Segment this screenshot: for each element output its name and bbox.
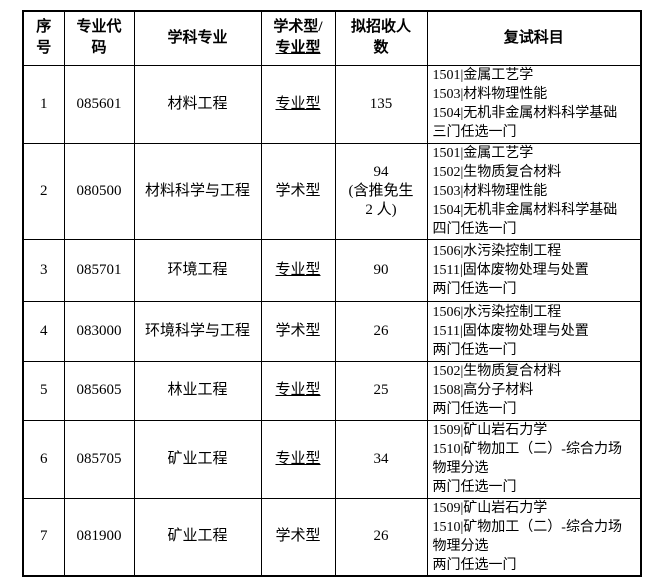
cell-quota: 26 — [334, 497, 428, 576]
cell-type: 学术型 — [260, 300, 336, 362]
cell-subjects: 1509|矿山岩石力学 1510|矿物加工（二）-综合力场 物理分选 两门任选一… — [426, 497, 642, 576]
table-row: 6 085705 矿业工程 专业型 34 1509|矿山岩石力学 1510|矿物… — [22, 419, 642, 499]
cell-major: 环境工程 — [133, 238, 262, 302]
cell-code: 085601 — [63, 64, 135, 144]
cell-code: 085701 — [63, 238, 135, 302]
cell-code: 083000 — [63, 300, 135, 362]
cell-quota: 94 (含推免生 2 人) — [334, 142, 428, 240]
page: 序 号 专业代 码 学科专业 学术型/ 专业型 拟招收人 数 复试科目 1 08… — [0, 10, 662, 578]
table-row: 1 085601 材料工程 专业型 135 1501|金属工艺学 1503|材料… — [22, 64, 642, 144]
table-row: 3 085701 环境工程 专业型 90 1506|水污染控制工程 1511|固… — [22, 238, 642, 302]
cell-major: 矿业工程 — [133, 419, 262, 499]
table-row: 5 085605 林业工程 专业型 25 1502|生物质复合材料 1508|高… — [22, 360, 642, 421]
cell-type: 专业型 — [260, 419, 336, 499]
cell-code: 085705 — [63, 419, 135, 499]
cell-no: 2 — [22, 142, 65, 240]
header-col-code: 专业代 码 — [63, 10, 135, 66]
cell-type: 学术型 — [260, 497, 336, 576]
header-type-line2: 专业型 — [275, 40, 321, 57]
header-col-quota: 拟招收人 数 — [334, 10, 428, 66]
cell-no: 1 — [22, 64, 65, 144]
cell-quota: 34 — [334, 419, 428, 499]
cell-type: 专业型 — [260, 64, 336, 144]
cell-quota: 25 — [334, 360, 428, 421]
cell-subjects: 1506|水污染控制工程 1511|固体废物处理与处置 两门任选一门 — [426, 300, 642, 362]
cell-type: 学术型 — [260, 142, 336, 240]
header-type-line1: 学术型/ — [273, 19, 323, 36]
cell-no: 3 — [22, 238, 65, 302]
cell-major: 材料科学与工程 — [133, 142, 262, 240]
cell-no: 6 — [22, 419, 65, 499]
cell-no: 4 — [22, 300, 65, 362]
cell-type: 专业型 — [260, 238, 336, 302]
cell-type: 专业型 — [260, 360, 336, 421]
cell-quota: 135 — [334, 64, 428, 144]
cell-major: 环境科学与工程 — [133, 300, 262, 362]
header-row: 序 号 专业代 码 学科专业 学术型/ 专业型 拟招收人 数 复试科目 — [22, 10, 642, 66]
cell-code: 085605 — [63, 360, 135, 421]
cell-subjects: 1502|生物质复合材料 1508|高分子材料 两门任选一门 — [426, 360, 642, 421]
cell-subjects: 1501|金属工艺学 1503|材料物理性能 1504|无机非金属材料科学基础 … — [426, 64, 642, 144]
table-row: 7 081900 矿业工程 学术型 26 1509|矿山岩石力学 1510|矿物… — [22, 497, 642, 576]
cell-subjects: 1506|水污染控制工程 1511|固体废物处理与处置 两门任选一门 — [426, 238, 642, 302]
header-col-type: 学术型/ 专业型 — [260, 10, 336, 66]
header-col-subjects: 复试科目 — [426, 10, 642, 66]
cell-quota: 90 — [334, 238, 428, 302]
cell-subjects: 1509|矿山岩石力学 1510|矿物加工（二）-综合力场 物理分选 两门任选一… — [426, 419, 642, 499]
cell-no: 7 — [22, 497, 65, 576]
cell-code: 081900 — [63, 497, 135, 576]
cell-quota: 26 — [334, 300, 428, 362]
cell-major: 林业工程 — [133, 360, 262, 421]
cell-code: 080500 — [63, 142, 135, 240]
admissions-table: 序 号 专业代 码 学科专业 学术型/ 专业型 拟招收人 数 复试科目 1 08… — [22, 10, 642, 577]
cell-major: 矿业工程 — [133, 497, 262, 576]
cell-no: 5 — [22, 360, 65, 421]
cell-major: 材料工程 — [133, 64, 262, 144]
table-row: 2 080500 材料科学与工程 学术型 94 (含推免生 2 人) 1501|… — [22, 142, 642, 240]
header-col-no: 序 号 — [22, 10, 65, 66]
table-row: 4 083000 环境科学与工程 学术型 26 1506|水污染控制工程 151… — [22, 300, 642, 362]
cell-subjects: 1501|金属工艺学 1502|生物质复合材料 1503|材料物理性能 1504… — [426, 142, 642, 240]
header-col-major: 学科专业 — [133, 10, 262, 66]
